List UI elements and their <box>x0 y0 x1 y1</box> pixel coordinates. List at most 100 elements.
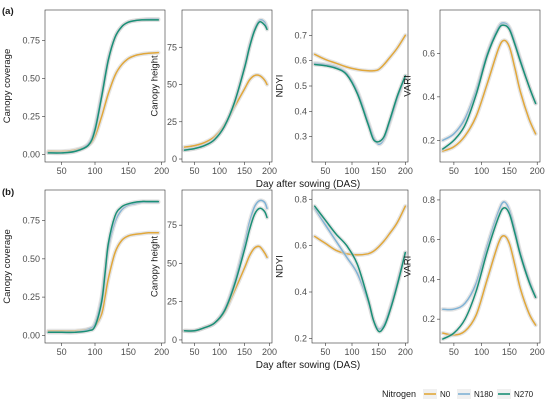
x-tick-label-b2-3: 200 <box>262 347 277 357</box>
y-tick-label-b1-3: 0.75 <box>22 216 40 226</box>
y-tick-label-b4-3: 0.8 <box>422 195 435 205</box>
y-tick-label-a3-1: 0.4 <box>294 106 307 116</box>
y-axis-title-a4: VARI <box>402 75 413 96</box>
plot-frame-a2 <box>181 9 273 163</box>
panel-b1: 50 100 150 200 0.00 0.25 0.50 0.75 Canopy covera… <box>2 189 169 357</box>
confidence-band-n0-a2 <box>182 72 270 150</box>
series-line-n270-a4 <box>442 24 537 150</box>
y-tick-label-b3-3: 0.8 <box>294 194 307 204</box>
y-tick-label-a2-3: 75 <box>167 42 177 52</box>
x-tick-label-b1-3: 200 <box>154 347 169 357</box>
x-tick-label-b4-2: 150 <box>502 347 517 357</box>
x-tick-label-a1-1: 100 <box>87 166 102 176</box>
x-tick-label-b1-0: 50 <box>57 347 67 357</box>
series-line-n270-a3 <box>313 63 407 143</box>
confidence-band-n0-a1 <box>46 50 161 154</box>
series-line-n0-a4 <box>442 39 537 152</box>
y-axis-title-a2: Canopy height <box>150 55 161 117</box>
x-axis-title-row-b: Day after sowing (DAS) <box>256 360 360 371</box>
legend-key-n180: N180 <box>457 389 494 399</box>
plot-frame-b3 <box>311 189 409 344</box>
y-tick-label-a4-1: 0.4 <box>422 92 435 102</box>
series-line-n270-a1 <box>47 19 160 154</box>
x-tick-label-a4-3: 200 <box>530 166 545 176</box>
series-line-n0-a1 <box>47 51 160 153</box>
confidence-band-n270-a2 <box>182 19 270 153</box>
series-line-n0-b2 <box>183 245 268 332</box>
x-tick-label-b3-0: 50 <box>320 347 330 357</box>
x-tick-label-a3-1: 100 <box>344 166 359 176</box>
x-tick-label-b2-2: 150 <box>237 347 252 357</box>
y-axis-title-b3: NDYI <box>274 255 285 278</box>
y-tick-label-a2-2: 50 <box>167 80 177 90</box>
y-tick-label-b4-1: 0.4 <box>422 274 435 284</box>
y-tick-label-b4-2: 0.6 <box>422 235 435 245</box>
x-tick-label-a2-3: 200 <box>262 166 277 176</box>
y-tick-label-a1-3: 0.75 <box>22 35 40 45</box>
x-tick-label-b4-1: 100 <box>474 347 489 357</box>
plot-frame-a3 <box>311 9 409 163</box>
panel-b4: 50 100 150 200 0.2 0.4 0.6 0.8 VARI <box>402 189 545 357</box>
y-tick-label-b1-1: 0.25 <box>22 292 40 302</box>
y-tick-label-a3-0: 0.3 <box>294 132 307 142</box>
legend-label-n180: N180 <box>474 390 494 399</box>
y-axis-title-a3: NDYI <box>274 75 285 98</box>
x-tick-label-a2-0: 50 <box>189 166 199 176</box>
plot-frame-a4 <box>439 9 541 163</box>
x-tick-label-b3-1: 100 <box>344 347 359 357</box>
y-axis-title-b4: VARI <box>402 256 413 277</box>
panel-a3: 50 100 150 200 0.3 0.4 0.5 0.6 0.7 NDYI <box>274 9 413 176</box>
row-label-b: (b) <box>2 187 14 198</box>
legend-label-n270: N270 <box>514 390 534 399</box>
plot-frame-b4 <box>439 189 541 344</box>
x-tick-label-b1-2: 150 <box>121 347 136 357</box>
series-line-n270-b2 <box>183 207 268 332</box>
confidence-band-n270-a3 <box>312 62 408 145</box>
legend: Nitrogen N0 N180 N270 <box>382 389 534 399</box>
series-line-n270-b1 <box>47 200 160 334</box>
y-tick-label-a4-2: 0.6 <box>422 48 435 58</box>
x-tick-label-a4-0: 50 <box>449 166 459 176</box>
series-line-n180-a2 <box>183 19 268 151</box>
series-line-n0-b4 <box>442 234 537 336</box>
x-tick-label-a4-2: 150 <box>502 166 517 176</box>
y-tick-label-b2-2: 50 <box>167 258 177 268</box>
plot-frame-b1 <box>44 189 166 344</box>
x-tick-label-b3-2: 150 <box>371 347 386 357</box>
y-axis-title-a1: Canopy coverage <box>2 49 13 123</box>
series-line-n270-a2 <box>183 20 268 151</box>
confidence-band-n270-b2 <box>182 206 270 334</box>
y-tick-label-b1-2: 0.50 <box>22 254 40 264</box>
y-tick-label-b1-0: 0.00 <box>22 330 40 340</box>
x-tick-label-b4-3: 200 <box>530 347 545 357</box>
legend-label-n0: N0 <box>440 390 451 399</box>
legend-key-n270: N270 <box>497 389 534 399</box>
y-tick-label-b4-0: 0.2 <box>422 314 435 324</box>
y-tick-label-b3-2: 0.6 <box>294 241 307 251</box>
confidence-band-n180-a2 <box>182 17 270 153</box>
legend-title: Nitrogen <box>382 389 416 399</box>
y-tick-label-a1-1: 0.25 <box>22 111 40 121</box>
y-tick-label-a1-2: 0.50 <box>22 73 40 83</box>
y-tick-label-a4-0: 0.2 <box>422 135 435 145</box>
series-line-n0-a3 <box>313 34 407 72</box>
y-tick-label-a1-0: 0.00 <box>22 149 40 159</box>
y-tick-label-b3-0: 0.2 <box>294 333 307 343</box>
x-tick-label-a3-0: 50 <box>320 166 330 176</box>
panel-a1: 50 100 150 200 0.00 0.25 0.50 0.75 Canopy covera… <box>2 9 169 176</box>
x-tick-label-a3-3: 200 <box>398 166 413 176</box>
y-tick-label-b3-1: 0.4 <box>294 287 307 297</box>
x-tick-label-a1-2: 150 <box>121 166 136 176</box>
x-axis-title-row-a: Day after sowing (DAS) <box>256 179 360 190</box>
x-tick-label-a1-0: 50 <box>57 166 67 176</box>
panel-a4: 50 100 150 200 0.2 0.4 0.6 VARI <box>402 9 545 176</box>
y-axis-title-b2: Canopy height <box>150 236 161 298</box>
plot-frame-a1 <box>44 9 166 163</box>
confidence-band-n0-b2 <box>182 244 270 334</box>
y-tick-label-b2-0: 0 <box>172 335 177 345</box>
series-line-n270-b4 <box>442 207 537 340</box>
x-tick-label-b2-0: 50 <box>189 347 199 357</box>
x-tick-label-a4-1: 100 <box>474 166 489 176</box>
